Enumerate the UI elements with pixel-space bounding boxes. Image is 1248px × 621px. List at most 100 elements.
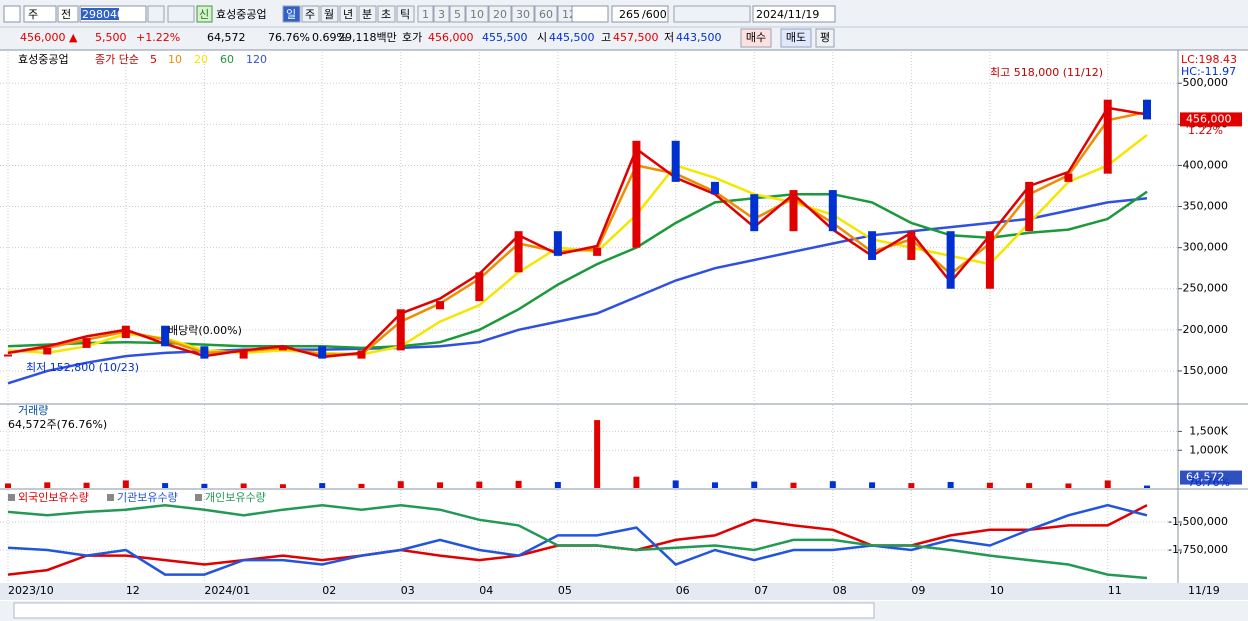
volume-bar <box>1065 483 1072 488</box>
volume-bar <box>240 483 247 488</box>
interval-button[interactable] <box>417 5 434 23</box>
quote-item: +1.22% <box>136 31 180 44</box>
volume-bar <box>790 482 797 488</box>
volume-bar <box>1026 483 1033 488</box>
unit-label: 년 <box>343 8 353 21</box>
quote-item: 호가 <box>402 31 422 44</box>
order-button[interactable] <box>815 28 835 48</box>
x-tick-label: 10 <box>990 584 1004 597</box>
order-button[interactable] <box>780 28 812 48</box>
volume-pct: 76.76% <box>1188 476 1230 489</box>
y-tick-label: -1,500,000 <box>1168 515 1228 528</box>
unit-button[interactable] <box>339 5 358 23</box>
order-button[interactable] <box>740 28 772 48</box>
unit-button[interactable] <box>320 5 339 23</box>
x-tick-label: 06 <box>676 584 690 597</box>
x-tick-label: 12 <box>126 584 140 597</box>
y-tick-label: 1,000K <box>1189 443 1228 456</box>
compare-button[interactable] <box>57 5 79 23</box>
candle <box>514 231 523 273</box>
quote-item: 445,500 <box>549 31 595 44</box>
interval-button[interactable] <box>488 5 512 23</box>
volume-bar <box>122 480 129 488</box>
candle <box>318 346 327 359</box>
sound-button[interactable] <box>167 5 195 23</box>
legend-entry: 개인보유수량 <box>205 491 266 504</box>
interval-button[interactable] <box>433 5 450 23</box>
legend-entry: 120 <box>246 53 267 66</box>
quote-item: 456,000 <box>428 31 474 44</box>
unit-label: 분 <box>362 8 372 21</box>
candle <box>475 272 484 302</box>
quote-item: 29,118백만 <box>338 31 397 44</box>
quote-item: 고 <box>601 31 611 44</box>
candle <box>436 301 445 310</box>
volume-bar <box>319 483 326 488</box>
volume-bar <box>162 483 169 488</box>
period-select[interactable] <box>23 5 57 23</box>
interval-label: 60 <box>539 8 553 21</box>
candle <box>278 346 287 351</box>
date-input[interactable] <box>752 5 836 23</box>
legend-swatch <box>195 494 202 501</box>
legend-label: 종가 단순 <box>95 53 139 66</box>
volume-bar <box>869 482 876 488</box>
selection <box>81 8 119 20</box>
candle <box>161 325 170 347</box>
candle <box>593 247 602 256</box>
line-series <box>7 503 1148 576</box>
y-tick-label: 400,000 <box>1183 158 1229 171</box>
interval-label: 1 <box>422 8 429 21</box>
menu-button[interactable] <box>3 5 21 23</box>
y-tick-label: 250,000 <box>1183 282 1229 295</box>
candle <box>632 140 641 248</box>
legend-swatch <box>8 494 15 501</box>
candle <box>671 140 680 182</box>
interval-button[interactable] <box>449 5 466 23</box>
candle <box>43 347 52 355</box>
unit-button[interactable] <box>282 5 301 23</box>
candle <box>82 338 91 348</box>
unit-button[interactable] <box>358 5 377 23</box>
candle <box>907 231 916 260</box>
candle <box>946 231 955 289</box>
interval-button[interactable] <box>511 5 535 23</box>
y-tick-label: -1,750,000 <box>1168 543 1228 556</box>
candle <box>357 350 366 359</box>
x-tick-label: 03 <box>401 584 415 597</box>
tool-buttons[interactable] <box>673 5 751 23</box>
quote-item: 저 <box>664 31 674 44</box>
badge-text: 신 <box>199 8 209 21</box>
dropdown[interactable] <box>571 5 609 23</box>
unit-button[interactable] <box>377 5 396 23</box>
volume-bar <box>711 482 718 488</box>
volume-title: 거래량 <box>18 404 48 417</box>
unit-button[interactable] <box>396 5 415 23</box>
interval-label: 3 <box>438 8 445 21</box>
y-tick-label: 200,000 <box>1183 323 1229 336</box>
legend-entry: 5 <box>150 53 157 66</box>
search-button[interactable] <box>147 5 165 23</box>
candle <box>868 231 877 260</box>
candle <box>553 231 562 256</box>
volume-bar <box>1144 485 1150 488</box>
candle <box>750 194 759 232</box>
price-title: 효성중공업 <box>18 53 69 66</box>
x-tick-label: 11 <box>1108 584 1122 597</box>
interval-label: 20 <box>493 8 507 21</box>
x-tick-label: 2024/01 <box>204 584 250 597</box>
compare: 전 <box>61 8 71 21</box>
line-series <box>7 503 1148 580</box>
x-tick-label: 07 <box>754 584 768 597</box>
unit-button[interactable] <box>301 5 320 23</box>
scroll-track[interactable] <box>13 602 875 619</box>
candle <box>200 346 209 359</box>
dividend-annotation: 배당락(0.00%) <box>168 324 242 337</box>
quote-item: 64,572 <box>207 31 246 44</box>
unit-label: 틱 <box>400 8 410 21</box>
order-label: 매도 <box>786 31 806 44</box>
count-input[interactable] <box>611 5 669 23</box>
interval-button[interactable] <box>465 5 489 23</box>
legend-entry: 10 <box>168 53 182 66</box>
interval-button[interactable] <box>534 5 558 23</box>
